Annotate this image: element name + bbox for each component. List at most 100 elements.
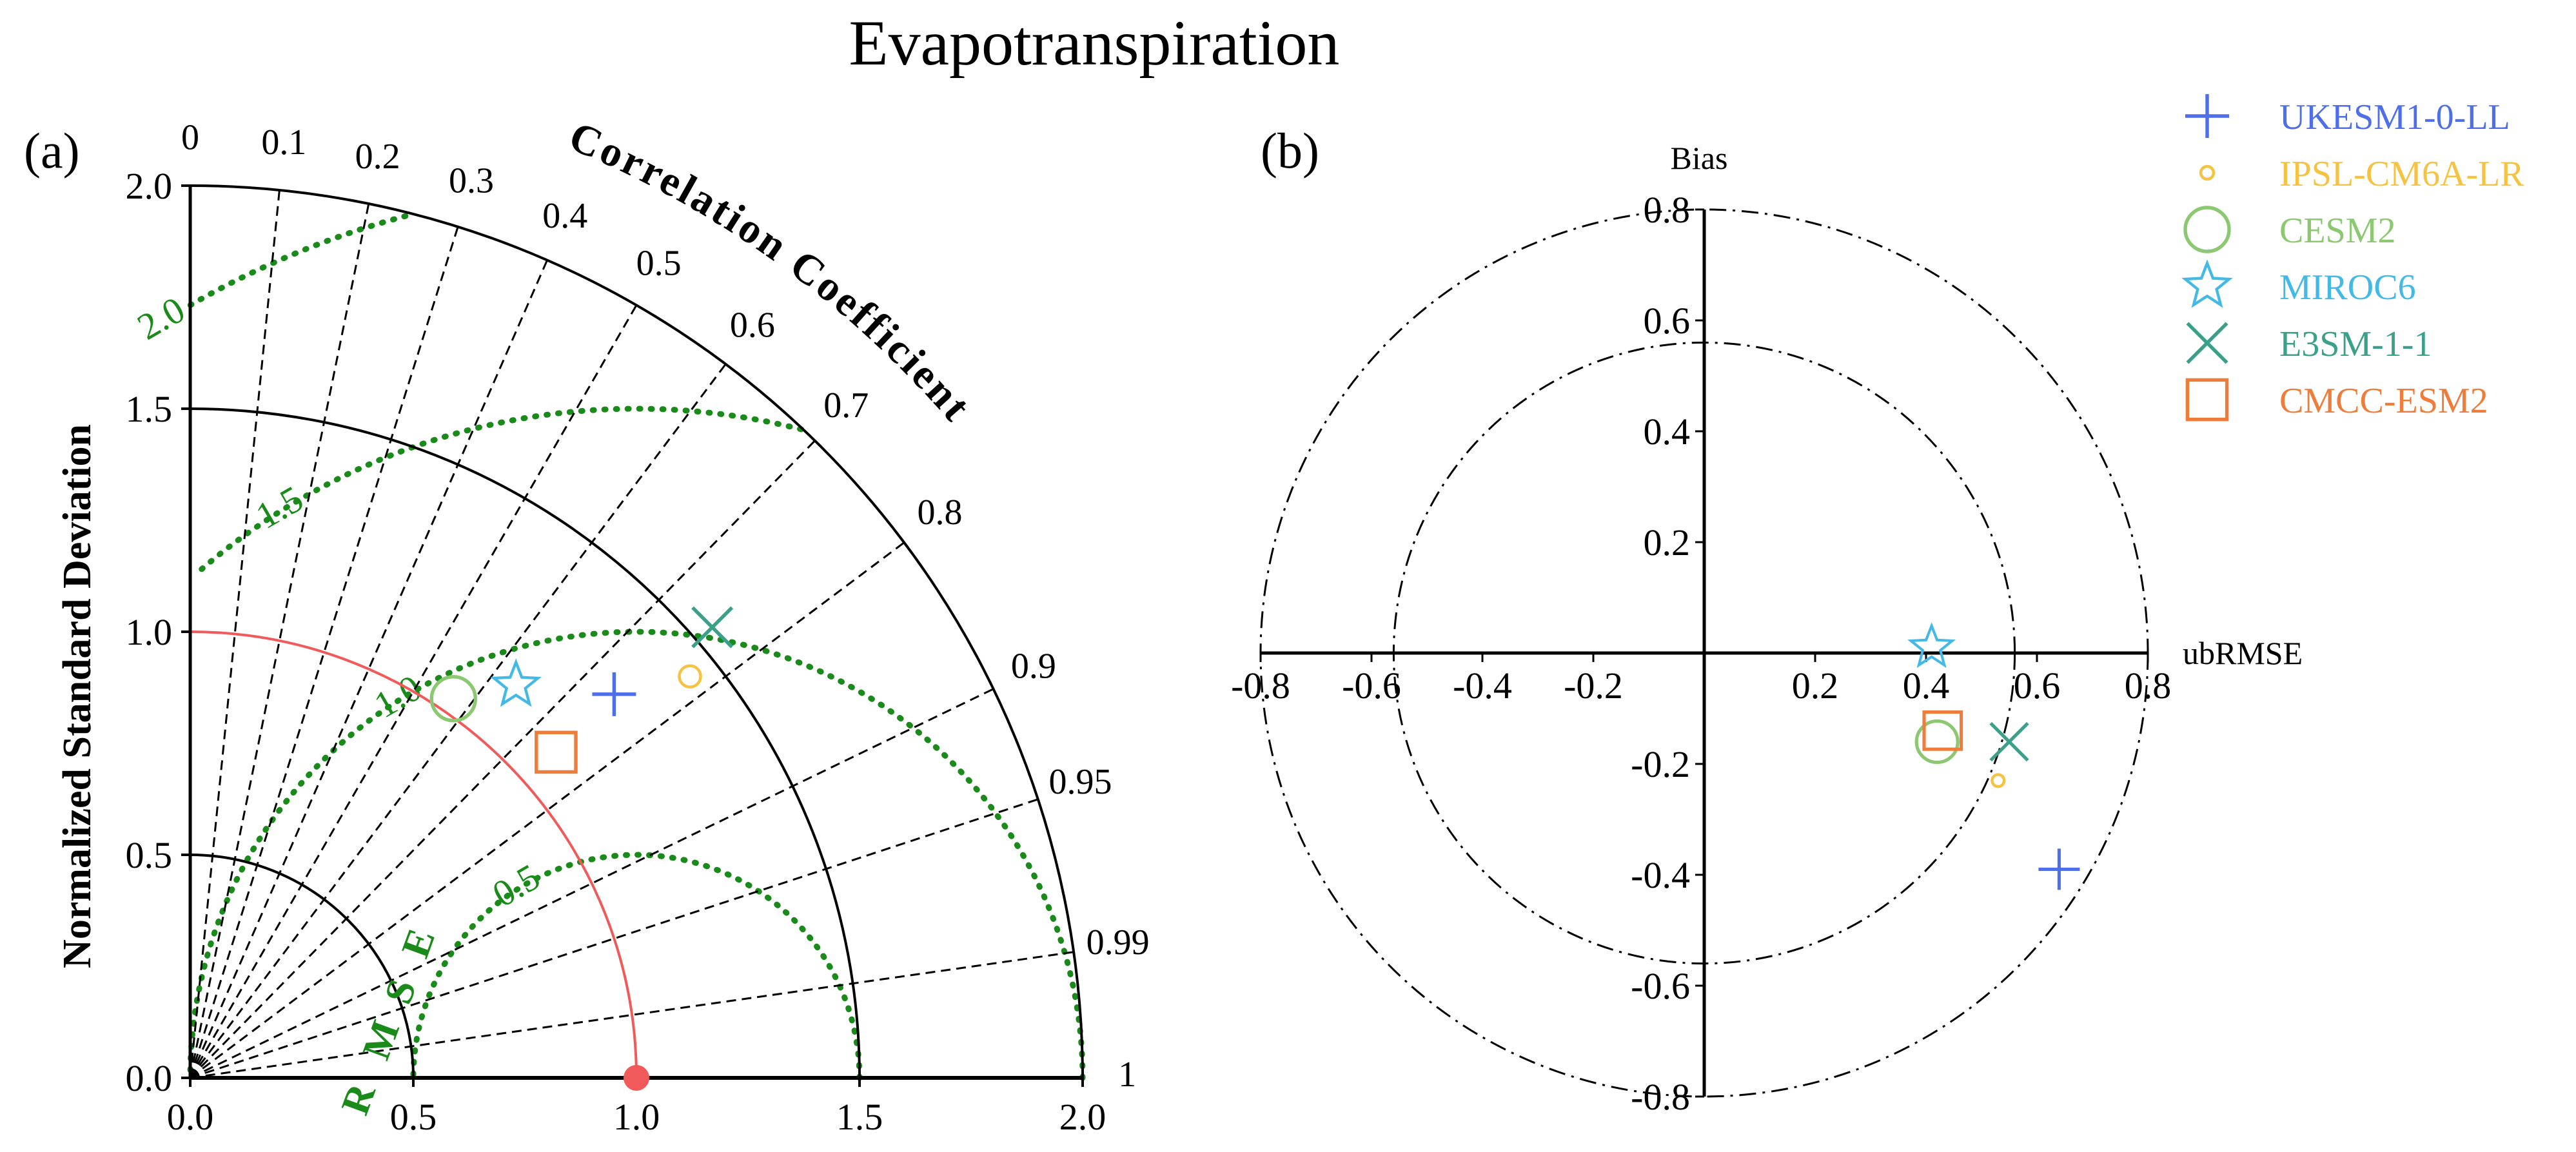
- y-tick-label: -0.2: [1631, 743, 1690, 785]
- legend-label: E3SM-1-1: [2279, 324, 2432, 364]
- std-arc: [190, 184, 1084, 1079]
- legend-label: MIROC6: [2279, 268, 2416, 308]
- x-tick-label: -0.6: [1342, 665, 1401, 707]
- reference-point: [624, 1065, 649, 1091]
- correlation-tick-label: 0.9: [1011, 646, 1056, 686]
- correlation-tick-label: 0.8: [918, 493, 963, 532]
- x-tick-label: 2.0: [1059, 1096, 1106, 1138]
- point-cesm2: [1914, 719, 1960, 765]
- point-ipsl-cm6a-lr: [678, 664, 702, 688]
- point-ipsl-cm6a-lr: [1991, 773, 2006, 788]
- legend-label: CMCC-ESM2: [2279, 381, 2488, 421]
- x-tick-label: -0.8: [1231, 665, 1290, 707]
- y-tick-label: 0.0: [126, 1057, 173, 1099]
- x-tick-label: 0.0: [167, 1096, 214, 1138]
- x-axis-label: ubRMSE: [2183, 635, 2303, 671]
- std-arc: [190, 407, 861, 1079]
- legend-marker-star-icon: [2181, 259, 2233, 308]
- point-cmcc-esm2: [535, 730, 578, 774]
- correlation-spoke: [189, 203, 370, 1079]
- correlation-tick-label: 0.5: [636, 243, 682, 283]
- reference-std-arc: [190, 630, 638, 1079]
- correlation-tick-label: 0.4: [542, 196, 587, 236]
- y-tick-label: 0.4: [1644, 411, 1691, 453]
- y-tick-label: -0.4: [1631, 854, 1690, 896]
- y-axis-label: Normalized Standard Deviation: [55, 424, 99, 968]
- rmse-axis-label-letter: M: [354, 1015, 408, 1065]
- correlation-tick-label: 0.7: [823, 386, 869, 425]
- correlation-tick-label: 0.2: [355, 137, 400, 177]
- rmse-contour: [187, 629, 1086, 1081]
- y-tick-label: -0.8: [1631, 1076, 1690, 1118]
- point-cesm2: [429, 675, 478, 723]
- legend-marker-square-icon: [2185, 378, 2229, 422]
- correlation-tick-label: 0: [181, 118, 199, 158]
- correlation-spoke: [189, 304, 638, 1079]
- y-tick-label: -0.6: [1631, 965, 1690, 1007]
- correlation-axis-label: Correlation Coefficient: [562, 113, 981, 431]
- x-tick-label: 1.0: [613, 1096, 660, 1138]
- legend-marker-plus-icon: [2185, 94, 2229, 138]
- correlation-spoke: [190, 798, 1039, 1079]
- std-arc: [190, 854, 415, 1079]
- correlation-spoke: [189, 363, 727, 1079]
- rmse-contour: [187, 213, 409, 308]
- correlation-tick-label: 0.99: [1086, 923, 1150, 962]
- x-tick-label: 0.8: [2125, 665, 2172, 707]
- legend-label: UKESM1-0-LL: [2279, 97, 2510, 137]
- correlation-spoke: [190, 542, 905, 1079]
- y-axis-label: Bias: [1671, 140, 1728, 176]
- y-tick-label: 0.5: [126, 834, 173, 876]
- correlation-tick-label: 0.95: [1049, 762, 1112, 802]
- x-tick-label: 0.6: [2014, 665, 2061, 707]
- point-ukesm1-0-ll: [2038, 848, 2080, 890]
- y-tick-label: 0.6: [1644, 300, 1691, 342]
- taylor-diagram: 0.51.01.52.00 0.1 0.20.30.40.50.60.70.80.9…: [55, 113, 1150, 1138]
- point-miroc6: [1907, 622, 1956, 669]
- rmse-axis-label-letter: E: [393, 923, 444, 963]
- panel-a-label: (a): [24, 122, 80, 179]
- correlation-axis-label-text: Correlation Coefficient: [562, 113, 978, 431]
- point-cmcc-esm2: [1922, 710, 1963, 751]
- figure-title: Evapotranspiration: [849, 7, 1340, 79]
- x-tick-label: 0.5: [390, 1096, 437, 1138]
- y-tick-label: 1.0: [126, 611, 173, 653]
- rmse-contour-label: 0.5: [486, 855, 547, 915]
- correlation-spoke: [189, 259, 548, 1079]
- x-tick-label: -0.4: [1453, 665, 1512, 707]
- x-tick-label: 0.4: [1903, 665, 1950, 707]
- correlation-spoke: [189, 226, 459, 1079]
- rmse-contour-label: 2.0: [130, 288, 192, 348]
- correlation-tick-label: 0.3: [449, 161, 494, 201]
- correlation-tick-label: 0.6: [730, 305, 775, 345]
- point-miroc6: [490, 658, 542, 707]
- correlation-spoke: [190, 951, 1074, 1079]
- legend: UKESM1-0-LL IPSL-CM6A-LR CESM2 MIROC6 E3SM-1…: [2181, 94, 2524, 422]
- legend-marker-circle-icon: [2183, 206, 2231, 253]
- y-tick-label: 0.8: [1644, 189, 1691, 231]
- rmse-axis-label-letter: R: [333, 1077, 385, 1120]
- rmse-contour: [192, 405, 804, 578]
- correlation-tick-label: 1: [1118, 1055, 1136, 1095]
- correlation-tick-label: 0.1: [261, 122, 306, 162]
- correlation-spoke: [189, 190, 280, 1079]
- panel-b-label: (b): [1261, 122, 1319, 179]
- point-e3sm-1-1: [1989, 721, 2029, 762]
- correlation-spoke: [189, 440, 816, 1079]
- legend-label: CESM2: [2279, 211, 2396, 251]
- x-tick-label: -0.2: [1564, 665, 1623, 707]
- bias-ubrmse-diagram: -0.8 -0.6 -0.4 -0.2 0.2 0.4 0.6 0.8 0.8 0.6 0.4 0.2…: [1231, 140, 2303, 1118]
- x-tick-label: 1.5: [836, 1096, 883, 1138]
- rmse-contour: [410, 852, 863, 1081]
- legend-marker-small-circle-icon: [2199, 164, 2216, 181]
- x-tick-label: 0.2: [1792, 665, 1839, 707]
- y-tick-label: 2.0: [126, 165, 173, 207]
- y-tick-label: 0.2: [1644, 522, 1691, 563]
- legend-label: IPSL-CM6A-LR: [2279, 154, 2524, 194]
- y-tick-label: 1.5: [126, 388, 173, 430]
- point-e3sm-1-1: [691, 606, 734, 649]
- legend-marker-x-icon: [2186, 322, 2228, 364]
- point-ukesm1-0-ll: [592, 672, 636, 716]
- correlation-spoke: [190, 688, 994, 1079]
